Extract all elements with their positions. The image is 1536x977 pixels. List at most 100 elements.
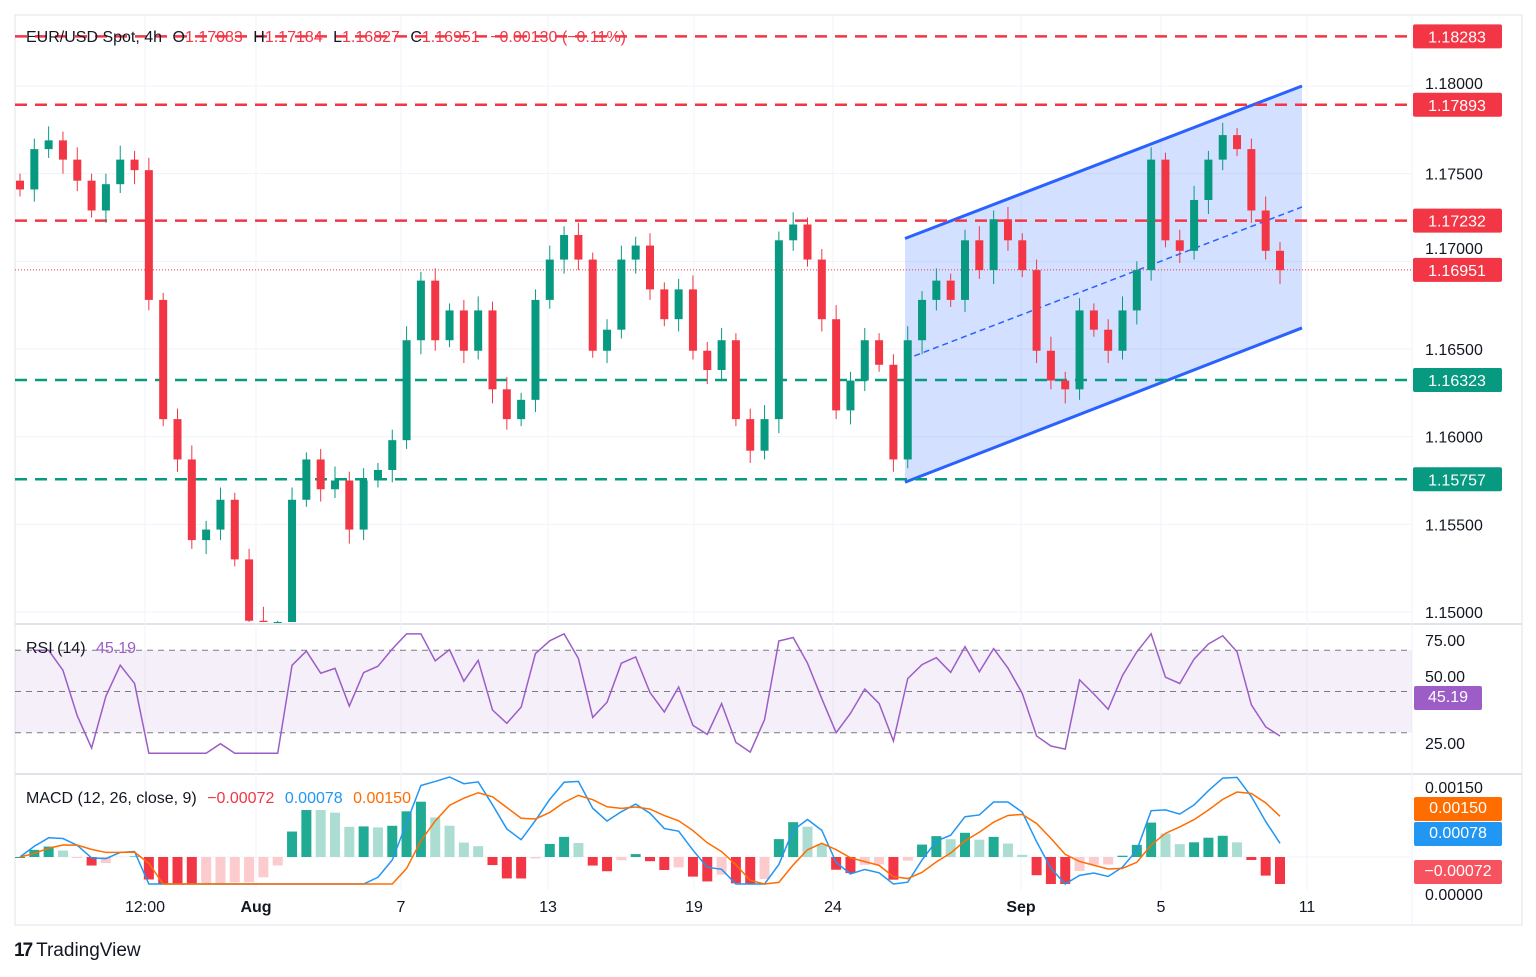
candle-body [1104,329,1113,351]
macd-histogram-bar [1088,857,1099,865]
macd-histogram-bar [430,817,441,857]
candle-body [631,245,640,260]
macd-histogram-bar [516,857,527,879]
candle-body [345,480,354,530]
price-legend: EUR/USD Spot, 4h O1.17083 H1.17184 L1.16… [26,28,632,48]
x-tick-label: 13 [539,899,557,916]
candle-body [44,140,53,150]
candle-body [73,159,82,181]
macd-histogram-bar [687,857,698,877]
candle-body [1147,159,1156,271]
candle-body [1204,159,1213,200]
y-tick-label: 1.18000 [1425,76,1483,93]
candle-body [159,299,168,420]
macd-histogram-bar [874,857,885,865]
rsi-tick-label: 50.00 [1425,669,1465,686]
candle-body [30,149,39,190]
support-level-label-bg [1413,368,1502,393]
low-value: 1.16827 [342,29,400,46]
candle-body [1018,240,1027,271]
macd-histogram-bar [43,846,54,857]
candle-body [58,140,67,160]
candle-body [488,310,497,390]
resistance-level-label: 1.17232 [1428,214,1486,231]
x-tick-label: 7 [397,899,406,916]
macd-histogram-bar [1174,844,1185,857]
symbol-label: EUR/USD Spot, 4h [26,29,163,46]
y-tick-label: 1.16000 [1425,430,1483,447]
macd-histogram-bar [645,857,655,862]
macd-histogram-bar [1002,843,1013,857]
candle-body [187,459,196,541]
channel-fill [905,86,1302,483]
macd-histogram-bar [401,811,412,857]
y-tick-label: 1.17500 [1425,167,1483,184]
candle-body [431,280,440,341]
macd-histogram-bar [1203,837,1214,857]
macd-histogram-bar [244,857,255,883]
candle-body [1190,199,1199,251]
macd-histogram-bar [587,857,598,866]
candle-body [245,559,254,621]
candle-body [1132,270,1141,311]
candle-body [817,259,826,320]
macd-histogram-bar [673,857,684,868]
macd-histogram-bar [387,825,398,857]
macd-histogram-bar [1017,854,1028,857]
macd-histogram-bar [415,801,426,857]
rsi-legend: RSI (14) 45.19 [26,639,142,659]
close-label: C [410,29,422,46]
candle-body [144,170,153,300]
tradingview-logo[interactable]: 17 TradingView [14,940,141,962]
resistance-level-label-bg [1413,24,1502,49]
macd-histogram-bar [143,857,154,880]
macd-legend: MACD (12, 26, close, 9) −0.00072 0.00078… [26,789,417,809]
y-tick-label: 1.15500 [1425,517,1483,534]
macd-histogram-bar [902,857,913,861]
candle-body [603,329,612,351]
candle-body [1175,240,1184,251]
macd-tick-label: 0.00000 [1425,887,1483,904]
macd-histogram-bar [330,812,340,857]
macd-histogram-bar [1117,855,1128,857]
macd-histogram-bar [172,857,183,884]
candle-body [316,459,325,490]
rsi-line [34,632,1281,755]
macd-histogram-bar [129,856,140,857]
candle-body [545,259,554,300]
macd-line-value: 0.00078 [284,790,343,807]
candle-body [101,184,110,211]
candle-body [1261,210,1270,251]
macd-histogram-bar [773,839,784,857]
macd-histogram-bar [287,831,298,857]
candle-body [989,219,998,271]
macd-histogram-bar [917,844,928,857]
candle-body [717,340,726,371]
signal-price-label: 0.00150 [1414,797,1502,821]
candle-body [588,259,597,351]
macd-signal-line [19,791,1281,885]
macd-histogram-bar [1189,842,1200,857]
macd-histogram-bar [158,857,169,884]
x-tick-label: 11 [1299,899,1316,916]
candle-body [803,224,812,260]
candle-body [230,499,239,560]
candle-body [846,380,855,411]
resistance-level-label: 1.18283 [1428,29,1486,46]
resistance-level-label: 1.17893 [1428,98,1486,115]
macd-histogram-bar [344,826,355,857]
macd-price-label: 0.00078 [1414,822,1502,846]
candle-body [574,235,583,260]
macd-histogram-bar [573,843,584,857]
candle-body [688,289,697,351]
macd-histogram-bar [15,857,25,858]
candle-body [875,340,884,365]
macd-histogram-bar [759,857,770,879]
change-value: −0.00130 (−0.11%) [490,29,626,46]
candle-body [16,180,24,190]
candle-body [1118,310,1127,351]
candle-body [1089,310,1098,330]
macd-histogram-bar [186,857,197,884]
